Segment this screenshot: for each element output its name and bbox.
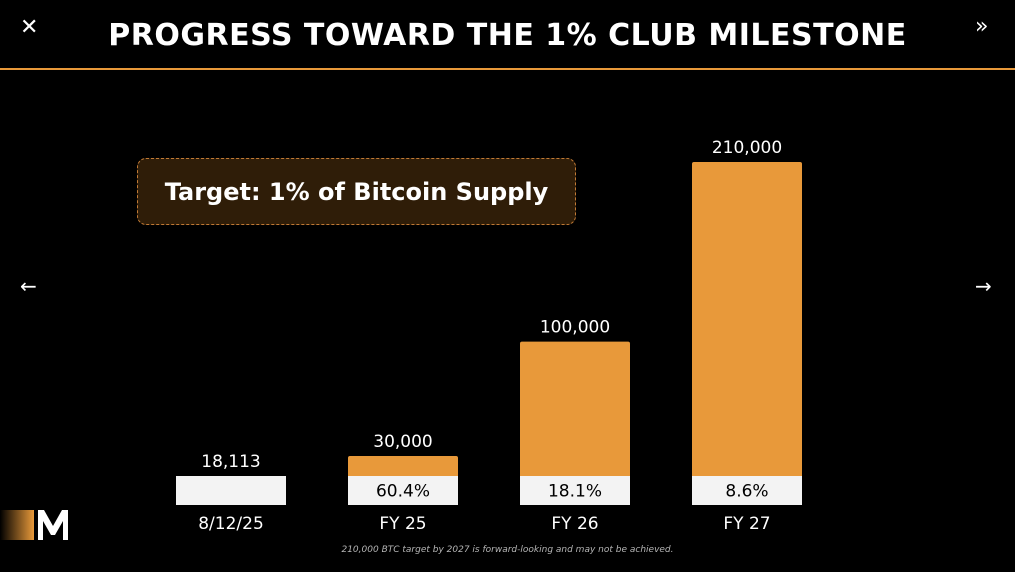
bar-target xyxy=(520,341,630,505)
page-title: PROGRESS TOWARD THE 1% CLUB MILESTONE xyxy=(108,18,907,53)
x-tick-label: FY 25 xyxy=(379,514,426,534)
bar-value-label: 210,000 xyxy=(712,138,782,158)
progress-percent-label: 8.6% xyxy=(725,482,768,502)
progress-percent-label: 18.1% xyxy=(548,482,602,502)
bar-value-label: 18,113 xyxy=(201,452,260,472)
bar-value-label: 30,000 xyxy=(373,432,432,452)
bar-progress xyxy=(692,476,802,505)
bar-chart: 18,113 8/12/25 30,000 60.4% FY 25 100,000 18.1… xyxy=(176,138,802,534)
x-tick-label: FY 27 xyxy=(723,514,770,534)
brand-logo xyxy=(0,510,68,540)
double-chevron-right-icon[interactable]: » xyxy=(975,14,989,39)
progress-percent-label: 60.4% xyxy=(376,482,430,502)
bar-target xyxy=(692,162,802,505)
target-callout-text: Target: 1% of Bitcoin Supply xyxy=(164,177,549,206)
x-tick-label: 8/12/25 xyxy=(198,514,264,534)
bar-progress xyxy=(176,476,286,505)
bar-progress xyxy=(348,476,458,505)
arrow-left-icon[interactable]: ← xyxy=(20,274,37,298)
header-bar: ✕ PROGRESS TOWARD THE 1% CLUB MILESTONE … xyxy=(0,0,1015,70)
footnote-disclaimer: 210,000 BTC target by 2027 is forward-lo… xyxy=(341,545,674,555)
x-tick-label: FY 26 xyxy=(551,514,598,534)
bar-value-label: 100,000 xyxy=(540,318,610,338)
arrow-right-icon[interactable]: → xyxy=(975,274,992,298)
close-icon[interactable]: ✕ xyxy=(20,15,39,40)
bar-progress xyxy=(520,476,630,505)
target-callout: Target: 1% of Bitcoin Supply xyxy=(137,158,576,225)
